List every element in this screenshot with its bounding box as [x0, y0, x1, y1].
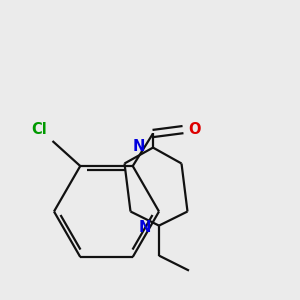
Text: O: O — [188, 122, 201, 136]
Text: Cl: Cl — [32, 122, 47, 137]
Text: N: N — [139, 220, 152, 235]
Text: N: N — [133, 139, 145, 154]
